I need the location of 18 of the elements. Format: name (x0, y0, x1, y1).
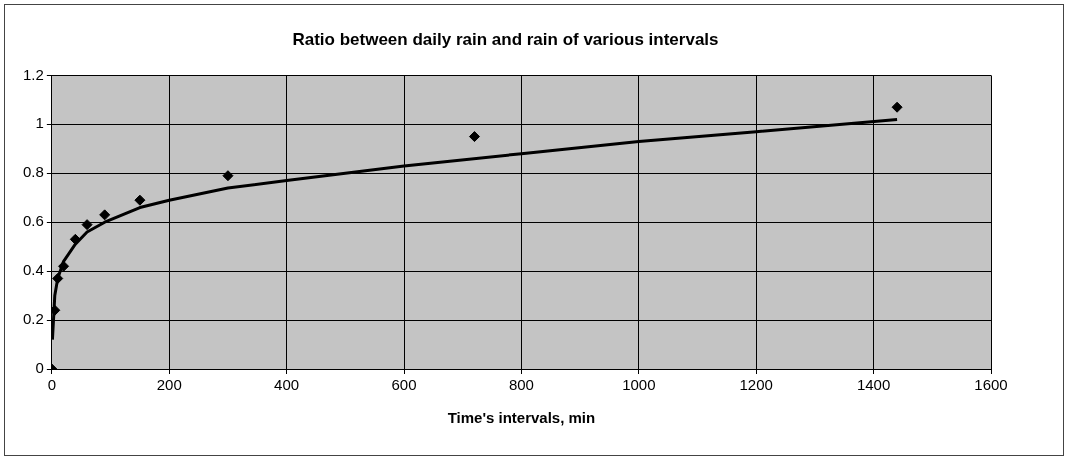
y-tick-label: 1 (35, 114, 44, 132)
x-tick-label: 400 (274, 376, 300, 394)
x-tick-label: 200 (156, 376, 182, 394)
chart-title: Ratio between daily rain and rain of various intervals (292, 29, 719, 49)
y-tick-label: 0 (35, 359, 44, 377)
x-tick-label: 1000 (622, 376, 656, 394)
y-tick-label: 0.4 (22, 261, 44, 279)
y-tick-label: 0.6 (22, 212, 44, 230)
x-tick-label: 1400 (856, 376, 891, 394)
y-tick-label: 0.8 (22, 163, 44, 181)
x-tick-label: 1200 (739, 376, 773, 394)
x-tick-label: 0 (47, 376, 57, 394)
x-tick-label: 600 (391, 376, 417, 394)
x-tick-label: 800 (508, 376, 534, 394)
x-axis-title: Time's intervals, min (447, 409, 596, 427)
y-tick-label: 0.2 (22, 310, 44, 328)
y-tick-label: 1.2 (22, 65, 44, 83)
x-tick-label: 1600 (974, 376, 1008, 394)
